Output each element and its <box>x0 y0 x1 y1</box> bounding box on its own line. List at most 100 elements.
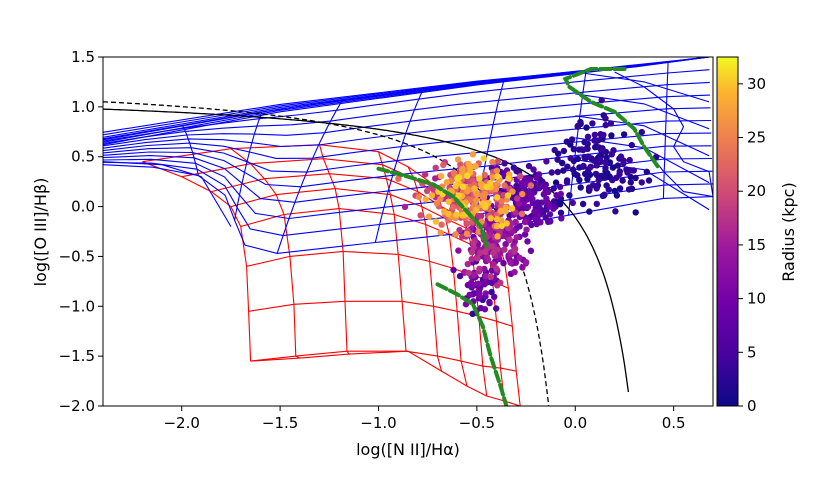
data-point <box>516 254 523 261</box>
data-point <box>593 200 600 208</box>
blue-grid-lobe-line <box>575 115 710 157</box>
data-point <box>535 181 542 189</box>
data-point <box>598 97 605 104</box>
blue-grid-lobe-line <box>575 71 710 103</box>
data-point <box>417 212 424 219</box>
data-point <box>548 169 555 176</box>
data-point <box>423 187 431 195</box>
x-tick-label: −0.5 <box>459 414 495 432</box>
data-point <box>593 143 600 150</box>
data-point <box>481 306 489 313</box>
data-point <box>452 231 459 238</box>
data-point <box>568 136 576 143</box>
data-point <box>556 183 564 191</box>
highlight-tracks <box>376 67 660 406</box>
data-point <box>557 190 564 198</box>
data-point <box>574 123 581 130</box>
data-point <box>546 203 553 210</box>
colorbar-ticks: 0 5 10 15 20 25 30 <box>738 75 766 415</box>
green-track <box>562 67 660 169</box>
data-point <box>620 160 627 167</box>
green-track <box>376 166 489 249</box>
red-grid-row <box>250 350 517 372</box>
data-point <box>593 162 600 169</box>
data-point <box>595 176 602 184</box>
x-axis-label: log([N II]/Hα) <box>356 440 460 459</box>
data-point <box>626 156 633 164</box>
data-point <box>395 175 402 182</box>
data-point <box>638 179 645 186</box>
data-point <box>477 249 484 256</box>
data-point <box>509 188 516 195</box>
data-point <box>484 256 492 263</box>
data-point <box>566 192 573 199</box>
data-point <box>476 175 483 182</box>
data-point <box>487 273 494 280</box>
data-point <box>482 290 489 297</box>
data-point <box>523 226 530 233</box>
data-point <box>591 131 598 138</box>
data-point <box>515 200 523 207</box>
data-point <box>440 161 447 169</box>
data-point <box>557 209 565 216</box>
data-point <box>558 215 565 222</box>
y-axis-ticks: −2.0 −1.5 −1.0 −0.5 0.0 0.5 1.0 1.5 <box>59 48 103 415</box>
data-point <box>632 209 639 216</box>
data-point <box>467 164 474 171</box>
data-point <box>518 210 526 218</box>
data-point <box>584 140 591 148</box>
data-point <box>554 168 561 176</box>
green-track <box>435 282 509 406</box>
data-point <box>524 203 532 211</box>
data-point <box>511 268 518 276</box>
data-point <box>454 156 462 163</box>
data-point <box>432 218 440 225</box>
data-point <box>450 169 458 177</box>
data-point <box>474 255 481 262</box>
data-point <box>501 160 508 167</box>
data-point <box>545 218 552 225</box>
data-point <box>482 248 489 256</box>
blue-grid-row <box>103 145 712 188</box>
data-point <box>493 222 501 230</box>
blue-grid-fan-line <box>103 57 710 133</box>
data-point <box>473 190 480 197</box>
data-point <box>554 156 561 163</box>
data-point <box>459 183 467 190</box>
data-point <box>437 195 444 203</box>
data-point <box>563 179 571 186</box>
data-point <box>600 131 607 139</box>
data-point <box>494 194 501 201</box>
data-point <box>623 166 630 173</box>
data-point <box>443 179 450 186</box>
data-point <box>456 272 464 280</box>
data-point <box>457 161 464 168</box>
data-point <box>465 269 472 277</box>
data-point <box>514 195 521 202</box>
data-point <box>469 151 477 158</box>
data-point <box>586 208 593 215</box>
data-point <box>437 172 445 180</box>
data-point <box>492 185 500 193</box>
data-point <box>425 213 433 220</box>
data-point <box>494 173 501 180</box>
data-point <box>452 182 459 190</box>
data-point <box>645 177 653 184</box>
data-point <box>538 199 545 206</box>
data-point <box>473 207 480 214</box>
blue-grid-column <box>181 125 199 176</box>
data-point <box>475 212 482 220</box>
data-point <box>589 182 597 189</box>
data-point <box>468 197 475 204</box>
data-point <box>643 168 650 175</box>
red-grid-column <box>230 148 301 359</box>
x-tick-label: −2.0 <box>163 414 199 432</box>
data-point <box>620 131 628 138</box>
data-point <box>546 211 554 218</box>
data-point <box>468 255 475 263</box>
data-point <box>401 203 409 211</box>
data-point <box>520 199 528 206</box>
blue-grid-lobe-line <box>575 93 710 130</box>
y-tick-label: 0.0 <box>71 198 95 216</box>
x-tick-label: −1.0 <box>360 414 396 432</box>
